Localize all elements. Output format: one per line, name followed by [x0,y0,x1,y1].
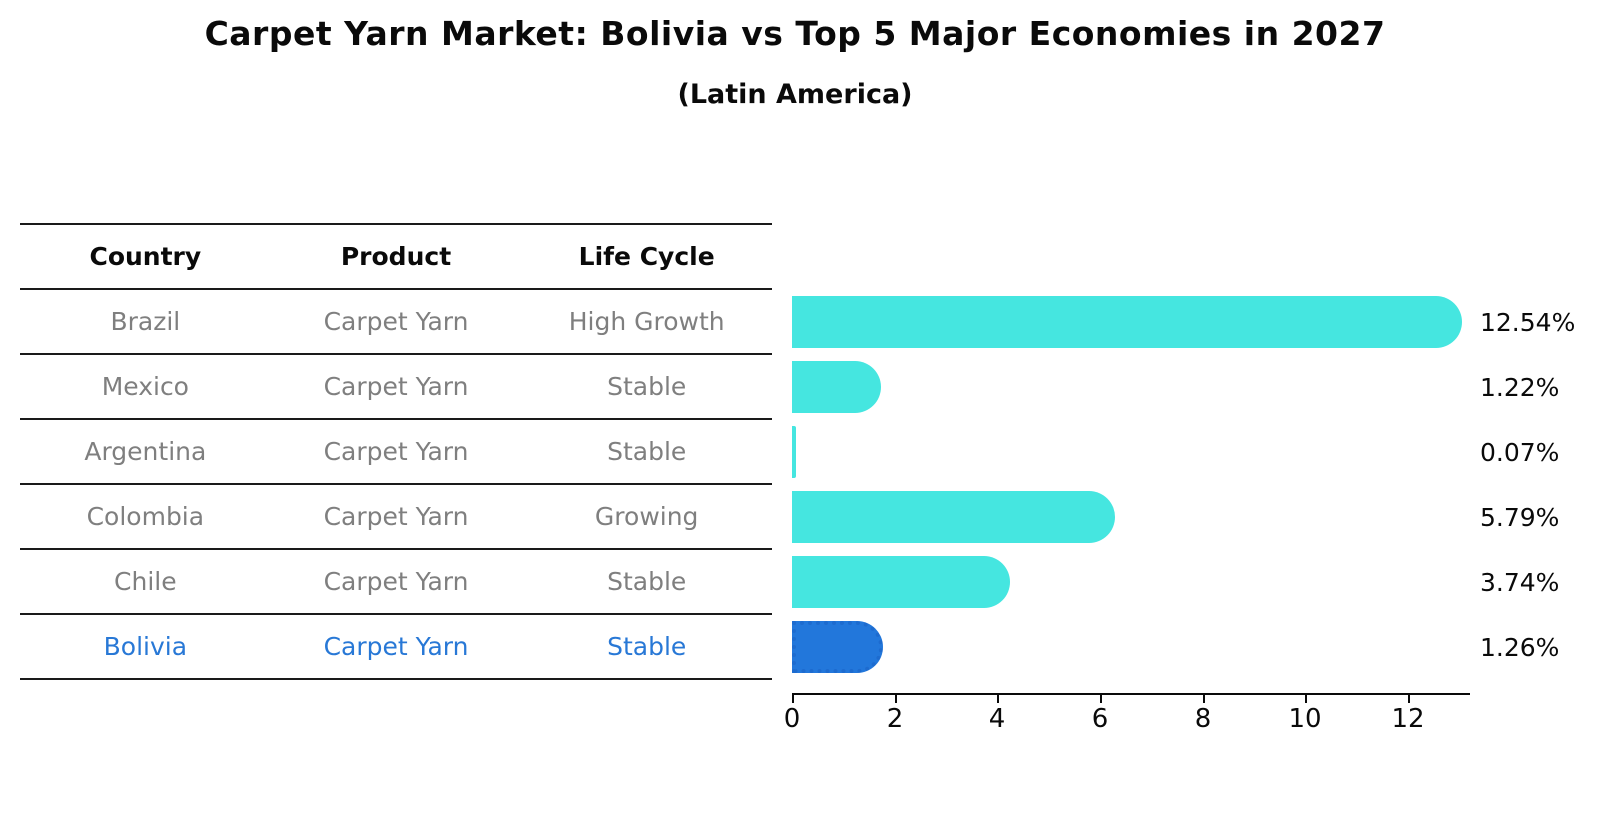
x-axis-line [792,693,1470,695]
x-tick-label: 6 [1091,704,1109,734]
table-row: Mexico Carpet Yarn Stable [20,355,772,420]
x-tick-label: 12 [1391,704,1425,734]
x-tick-label: 4 [988,704,1006,734]
column-header-country: Country [89,242,202,271]
table-header-row: Country Product Life Cycle [20,223,772,290]
cell-life-cycle: Growing [594,502,699,531]
cell-product: Carpet Yarn [323,372,469,401]
cell-product: Carpet Yarn [323,567,469,596]
value-label: 12.54% [1480,307,1576,337]
value-label: 5.79% [1480,502,1560,532]
chart-title: Carpet Yarn Market: Bolivia vs Top 5 Maj… [204,14,1386,53]
x-tick-mark [1408,695,1410,703]
cell-country: Argentina [84,437,207,466]
cell-country: Mexico [101,372,189,401]
cell-country: Brazil [110,307,181,336]
cell-life-cycle: Stable [607,632,687,661]
cell-country: Colombia [86,502,205,531]
column-header-life-cycle: Life Cycle [578,242,715,271]
cell-life-cycle: Stable [607,567,687,596]
x-tick-mark [1203,695,1205,703]
cell-life-cycle: High Growth [568,307,725,336]
value-label: 1.22% [1480,372,1560,402]
x-tick-mark [1100,695,1102,703]
column-header-product: Product [340,242,452,271]
x-tick-mark [895,695,897,703]
comparison-table: Country Product Life Cycle Brazil Carpet … [20,223,772,680]
cell-life-cycle: Stable [607,437,687,466]
bar-argentina [792,426,796,478]
chart-subtitle: (Latin America) [677,79,913,110]
cell-product: Carpet Yarn [323,307,469,336]
table-body: Brazil Carpet Yarn High Growth Mexico Carpet… [20,290,772,680]
value-label: 3.74% [1480,567,1560,597]
bar-bolivia [792,621,883,673]
table-row: Brazil Carpet Yarn High Growth [20,290,772,355]
cell-country: Chile [114,567,177,596]
table-row: Argentina Carpet Yarn Stable [20,420,772,485]
cell-product: Carpet Yarn [323,502,469,531]
bar-brazil [792,296,1462,348]
x-tick-label: 0 [783,704,801,734]
x-tick-label: 8 [1194,704,1212,734]
value-label: 1.26% [1480,632,1560,662]
cell-life-cycle: Stable [607,372,687,401]
x-tick-label: 2 [886,704,904,734]
table-row: Chile Carpet Yarn Stable [20,550,772,615]
bar-mexico [792,361,881,413]
table-row: Colombia Carpet Yarn Growing [20,485,772,550]
bar-colombia [792,491,1115,543]
table-row: Bolivia Carpet Yarn Stable [20,615,772,680]
bar-chile [792,556,1010,608]
cell-country: Bolivia [103,632,188,661]
x-tick-mark [1305,695,1307,703]
cell-product: Carpet Yarn [323,437,469,466]
x-tick-mark [997,695,999,703]
cell-product: Carpet Yarn [323,632,469,661]
value-label: 0.07% [1480,437,1560,467]
x-tick-label: 10 [1288,704,1322,734]
x-tick-mark [792,695,794,703]
